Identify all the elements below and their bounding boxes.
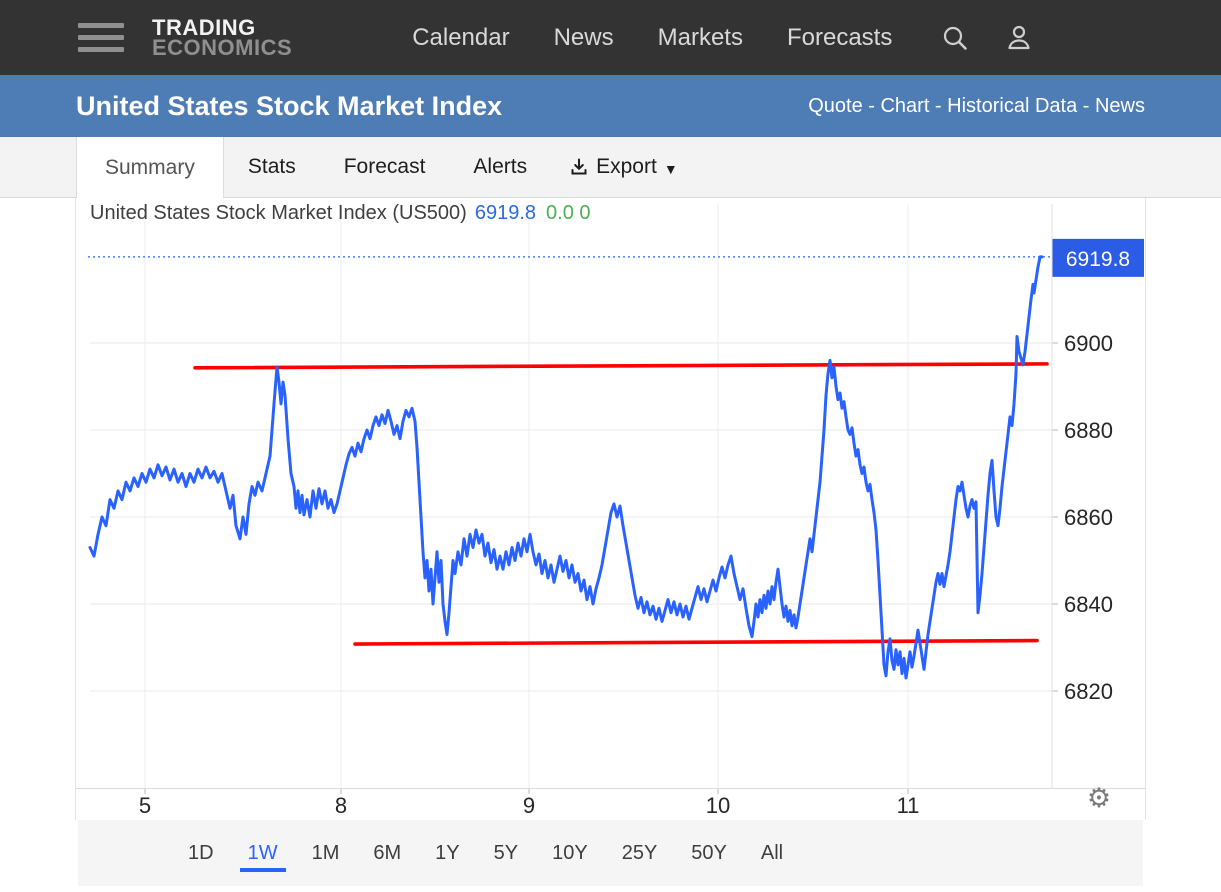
range-1d[interactable]: 1D — [188, 841, 214, 864]
logo[interactable]: TRADING ECONOMICS — [152, 14, 293, 60]
top-nav-icons — [940, 23, 1034, 53]
price-chart[interactable]: 6900 6880 6860 6840 6820 5 8 9 10 11 6919.8 — [0, 198, 1221, 822]
y-axis-label: 6820 — [1064, 679, 1113, 704]
tabs-group: Summary Stats Forecast Alerts — [76, 137, 551, 198]
range-1w[interactable]: 1W — [238, 820, 288, 886]
x-axis-label: 8 — [335, 793, 347, 818]
tab-summary[interactable]: Summary — [76, 137, 224, 198]
y-axis-label: 6880 — [1064, 418, 1113, 443]
chart-panel: 6900 6880 6860 6840 6820 5 8 9 10 11 6919.8 United… — [0, 198, 1221, 892]
page-title: United States Stock Market Index — [76, 90, 503, 121]
y-axis-label: 6840 — [1064, 592, 1113, 617]
tab-forecast[interactable]: Forecast — [343, 155, 426, 178]
banner-link-quote[interactable]: Quote — [808, 94, 863, 117]
top-nav-links: Calendar News Markets Forecasts — [412, 24, 892, 52]
range-50y[interactable]: 50Y — [691, 841, 727, 864]
trendline-resistance[interactable] — [193, 362, 1049, 370]
export-button[interactable]: Export ▼ — [551, 137, 696, 197]
range-1y[interactable]: 1Y — [435, 841, 460, 864]
chart-instrument-name: United States Stock Market Index (US500) — [90, 202, 467, 224]
nav-item-forecasts[interactable]: Forecasts — [786, 23, 893, 51]
banner-link-chart[interactable]: Chart — [880, 94, 930, 117]
hamburger-icon[interactable] — [78, 23, 124, 52]
price-line[interactable] — [88, 255, 1044, 680]
range-10y[interactable]: 10Y — [552, 841, 588, 864]
search-icon[interactable] — [940, 23, 970, 53]
chart-last-price: 6919.8 — [474, 202, 537, 224]
nav-item-calendar[interactable]: Calendar — [412, 23, 510, 51]
tab-stats[interactable]: Stats — [247, 155, 296, 178]
range-all[interactable]: All — [760, 841, 784, 864]
top-nav: TRADING ECONOMICS Calendar News Markets For… — [0, 0, 1221, 75]
page-banner: United States Stock Market Index Quote -… — [0, 75, 1221, 137]
chart-change: 0.0 0 — [546, 202, 591, 224]
user-icon[interactable] — [1004, 23, 1034, 53]
current-price-badge-label: 6919.8 — [1066, 248, 1130, 271]
gear-icon[interactable]: ⚙ — [1086, 783, 1112, 814]
range-1m[interactable]: 1M — [311, 841, 340, 864]
current-price-badge — [1052, 238, 1144, 277]
x-axis-label: 5 — [139, 793, 151, 818]
y-axis-label: 6860 — [1064, 505, 1113, 530]
download-icon — [571, 158, 587, 175]
export-label: Export — [596, 155, 657, 178]
trendline-support[interactable] — [353, 638, 1039, 646]
banner-links: Quote - Chart - Historical Data - News — [808, 94, 1145, 117]
range-selector: 1D 1W 1M 6M 1Y 5Y 10Y 25Y 50Y All — [78, 820, 1143, 886]
x-axis-label: 9 — [523, 793, 535, 818]
x-axis-label: 11 — [897, 793, 920, 818]
chevron-down-icon: ▼ — [663, 160, 678, 177]
tab-alerts[interactable]: Alerts — [473, 155, 528, 178]
chart-header: United States Stock Market Index (US500)… — [90, 202, 591, 225]
nav-item-news[interactable]: News — [553, 23, 614, 51]
nav-item-markets[interactable]: Markets — [657, 23, 743, 51]
range-25y[interactable]: 25Y — [621, 841, 658, 864]
logo-line1: TRADING — [152, 14, 256, 40]
logo-line2: ECONOMICS — [152, 34, 293, 60]
tabs-bar: Summary Stats Forecast Alerts Export ▼ — [0, 137, 1221, 198]
x-axis-label: 10 — [706, 793, 730, 818]
y-axis-label: 6900 — [1064, 331, 1113, 356]
range-5y[interactable]: 5Y — [493, 841, 519, 864]
banner-link-news[interactable]: News — [1094, 94, 1145, 117]
range-6m[interactable]: 6M — [373, 841, 402, 864]
banner-link-historical-data[interactable]: Historical Data — [947, 94, 1078, 117]
